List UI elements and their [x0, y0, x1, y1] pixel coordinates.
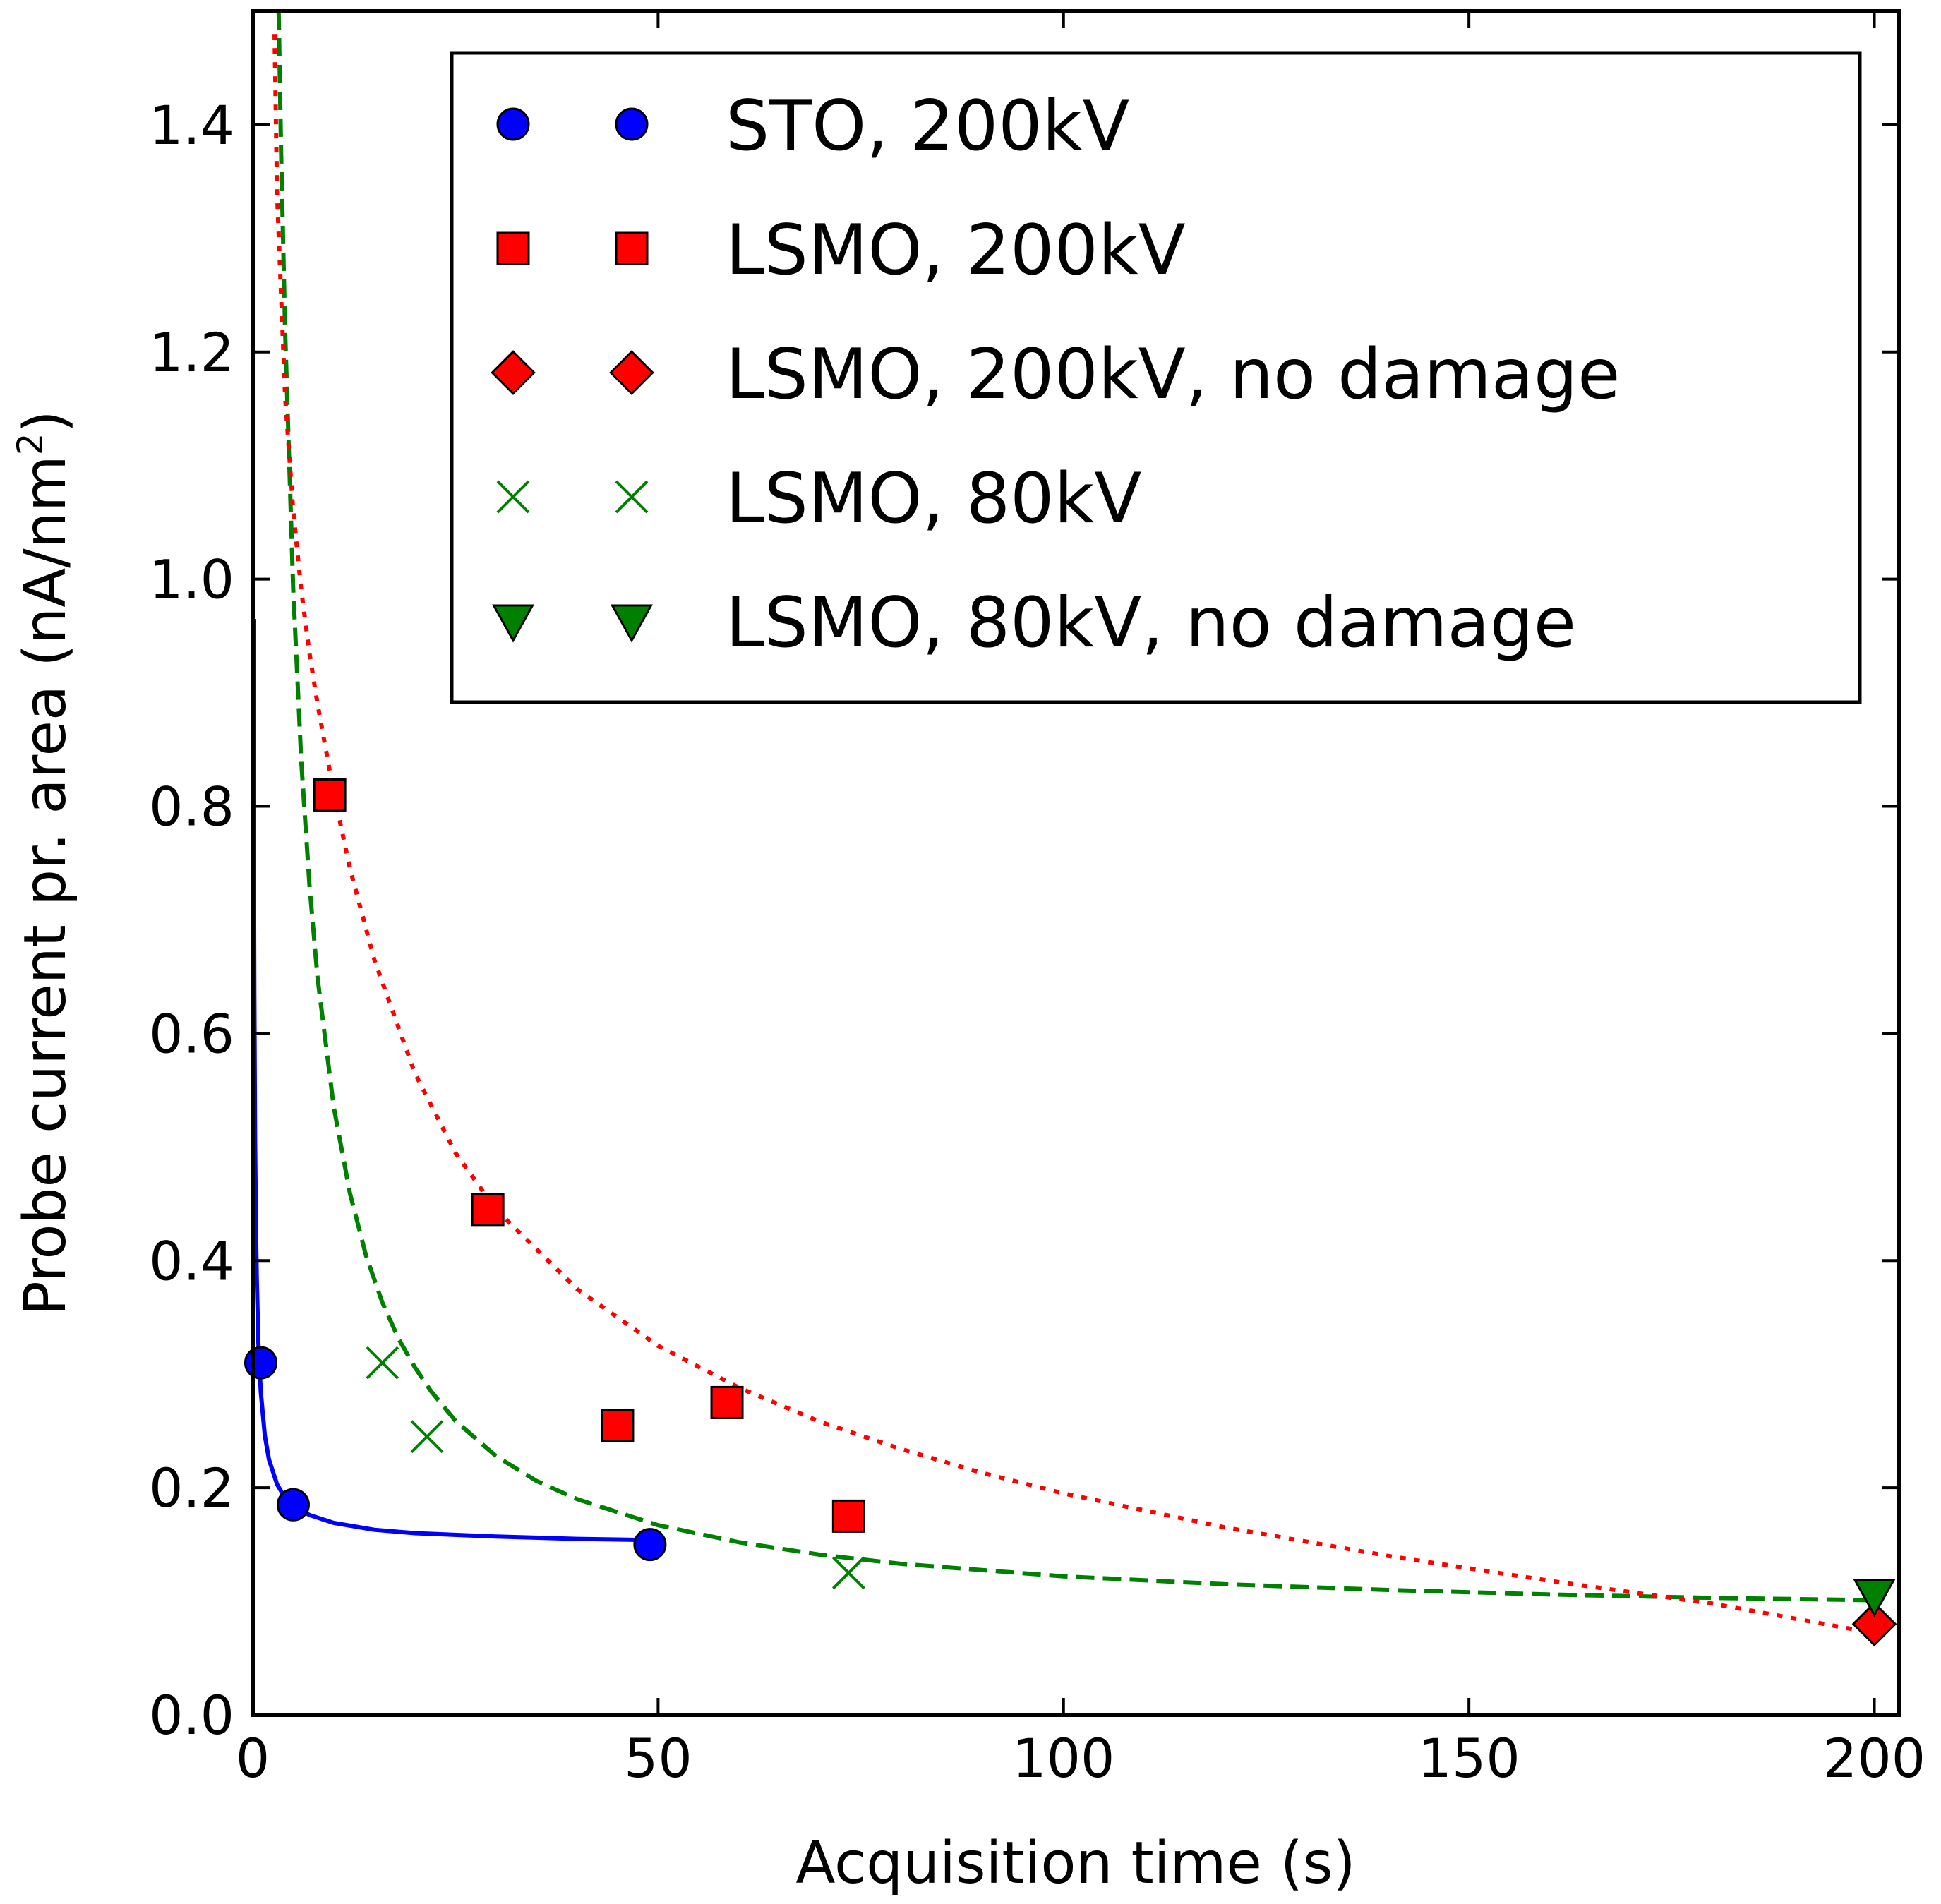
data-markers — [244, 778, 1897, 1647]
data-point-square — [831, 1499, 865, 1533]
x-tick-label: 50 — [624, 1727, 692, 1790]
legend-marker-triangle-down — [491, 604, 535, 643]
x-tick-label: 150 — [1418, 1727, 1520, 1790]
y-tick-label: 1.4 — [149, 94, 234, 157]
fit-curves — [253, 11, 1875, 1636]
x-tick-label: 200 — [1823, 1727, 1925, 1790]
y-tick-label: 1.0 — [149, 548, 234, 611]
legend-marker-diamond — [609, 350, 654, 395]
y-tick-label: 1.2 — [149, 321, 234, 384]
data-point-x — [410, 1420, 444, 1454]
legend-label: STO, 200kV — [726, 86, 1129, 167]
data-point-circle — [244, 1346, 277, 1380]
data-point-x — [831, 1556, 865, 1590]
y-axis-title: Probe current pr. area (nA/nm2) — [10, 410, 79, 1315]
data-point-x — [366, 1346, 399, 1380]
plot-frame — [251, 9, 1901, 1717]
data-point-square — [471, 1193, 505, 1227]
y-axis-title-main: Probe current pr. area (nA/nm — [12, 455, 79, 1315]
y-tick-label: 0.2 — [149, 1457, 234, 1519]
y-tick-label: 0.6 — [149, 1002, 234, 1065]
y-axis-title-superscript: 2 — [10, 433, 51, 455]
y-tick-label: 0.0 — [149, 1684, 234, 1747]
legend-entry: LSMO, 200kV, no damage — [491, 335, 1620, 415]
data-point-square — [313, 778, 347, 812]
data-point-square — [710, 1385, 744, 1419]
legend-label: LSMO, 200kV, no damage — [726, 335, 1620, 415]
y-tick-label: 0.8 — [149, 776, 234, 838]
legend-label: LSMO, 200kV — [726, 210, 1186, 291]
legend-marker-diamond — [491, 350, 536, 395]
legend-entry: STO, 200kV — [496, 86, 1129, 167]
data-point-triangle-down — [1853, 1579, 1896, 1617]
fit-curve-dashed — [276, 11, 1875, 1603]
legend-marker-square — [496, 231, 530, 265]
legend-marker-x — [615, 480, 649, 514]
data-point-circle — [276, 1488, 310, 1522]
data-point-circle — [633, 1528, 667, 1562]
legend-marker-circle — [496, 107, 530, 141]
legend-marker-circle — [615, 107, 649, 141]
legend-box — [450, 51, 1862, 704]
legend-entry: LSMO, 80kV — [496, 459, 1141, 539]
legend-label: LSMO, 80kV — [726, 459, 1141, 539]
legend-marker-x — [496, 480, 530, 514]
legend-marker-triangle-down — [610, 604, 654, 643]
legend-marker-square — [615, 231, 649, 265]
legend-entry: LSMO, 80kV, no damage — [491, 583, 1576, 663]
legend-entry: LSMO, 200kV — [496, 210, 1186, 291]
fit-curve-solid — [253, 618, 650, 1543]
x-tick-label: 0 — [236, 1727, 270, 1790]
x-tick-label: 100 — [1012, 1727, 1114, 1790]
axis-ticks: 0 50 100 150 200 0.0 0.2 0.4 0.6 0.8 1.0 1.2 1.4 — [149, 11, 1925, 1790]
x-axis-title: Acquisition time (s) — [795, 1830, 1355, 1897]
data-point-diamond — [1851, 1601, 1897, 1647]
y-axis-title-close: ) — [12, 410, 79, 433]
legend-label: LSMO, 80kV, no damage — [726, 583, 1576, 663]
data-point-square — [601, 1409, 635, 1442]
y-tick-label: 0.4 — [149, 1229, 234, 1292]
legend: STO, 200kV LSMO, 200kV LSMO, 200kV, no dam… — [450, 51, 1862, 704]
